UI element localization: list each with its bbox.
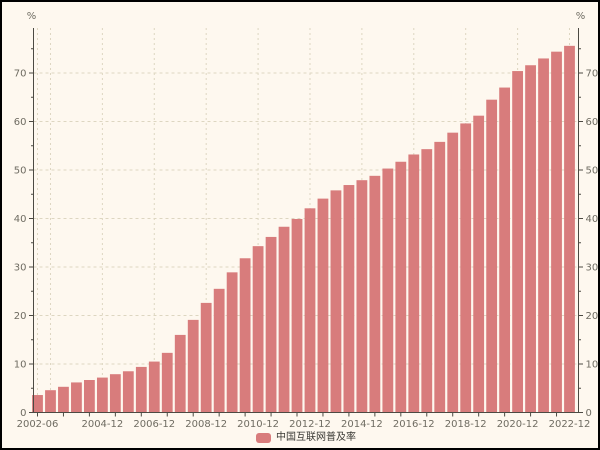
legend-label: 中国互联网普及率 <box>276 432 356 443</box>
bar-2016-12[interactable] <box>408 154 420 413</box>
y-axis-label-left: 20 <box>14 311 27 322</box>
y-axis-unit-right: % <box>576 11 586 22</box>
y-axis-label-left: 10 <box>14 360 27 371</box>
bar-2017-12[interactable] <box>434 141 446 413</box>
y-axis-label-right: 10 <box>586 360 599 371</box>
x-axis-label: 2016-12 <box>393 419 435 430</box>
bar-2021-12[interactable] <box>538 58 549 413</box>
x-axis-label: 2014-12 <box>341 419 383 430</box>
bar-2016-06[interactable] <box>395 161 407 413</box>
bar-2002-06[interactable] <box>32 395 43 413</box>
bar-2011-06[interactable] <box>265 236 277 413</box>
bar-2004-12[interactable] <box>96 377 108 413</box>
y-axis-label-right: 70 <box>586 69 599 80</box>
bar-2003-06[interactable] <box>58 386 69 413</box>
bar-2008-12[interactable] <box>200 302 212 413</box>
bar-2012-12[interactable] <box>304 208 316 413</box>
bar-2013-12[interactable] <box>330 190 342 413</box>
x-axis-label: 2008-12 <box>185 419 227 430</box>
bar-2017-06[interactable] <box>421 149 433 413</box>
bar-2007-06[interactable] <box>161 352 173 413</box>
y-axis-label-left: 70 <box>14 69 27 80</box>
bar-2021-06[interactable] <box>525 65 536 413</box>
bar-2018-12[interactable] <box>460 123 472 413</box>
x-axis-label: 2004-12 <box>81 419 123 430</box>
bar-2014-06[interactable] <box>343 185 355 413</box>
y-axis-label-left: 40 <box>14 214 27 225</box>
bar-2014-12[interactable] <box>356 180 368 413</box>
legend-item[interactable]: 中国互联网普及率 <box>256 432 356 444</box>
bar-2020-12[interactable] <box>512 71 523 413</box>
x-axis-label: 2022-12 <box>549 419 591 430</box>
bar-2005-06[interactable] <box>109 374 121 413</box>
bar-2022-12[interactable] <box>564 45 575 413</box>
x-axis-label: 2006-12 <box>133 419 175 430</box>
bar-2015-12[interactable] <box>382 168 394 413</box>
y-axis-label-right: 0 <box>586 408 592 419</box>
x-axis-label: 2012-12 <box>289 419 331 430</box>
bar-2007-12[interactable] <box>174 334 186 413</box>
y-axis-unit-left: % <box>27 11 37 22</box>
bar-2010-12[interactable] <box>252 246 264 413</box>
bar-2009-12[interactable] <box>226 272 238 413</box>
bar-2011-12[interactable] <box>278 226 290 413</box>
y-axis-label-right: 30 <box>586 263 599 274</box>
bar-2018-06[interactable] <box>447 132 459 413</box>
bar-2005-12[interactable] <box>122 371 134 413</box>
y-axis-label-right: 60 <box>586 117 599 128</box>
bar-2009-06[interactable] <box>213 288 225 413</box>
bar-2004-06[interactable] <box>84 380 95 413</box>
bar-2013-06[interactable] <box>317 198 329 413</box>
y-axis-label-left: 60 <box>14 117 27 128</box>
y-axis-label-left: 30 <box>14 263 27 274</box>
bar-2019-06[interactable] <box>473 115 485 413</box>
legend-swatch-icon <box>256 433 271 443</box>
x-axis-label: 2020-12 <box>497 419 539 430</box>
bar-2020-06[interactable] <box>499 87 511 413</box>
y-axis-label-right: 50 <box>586 166 599 177</box>
y-axis-label-left: 0 <box>20 408 26 419</box>
bar-2008-06[interactable] <box>187 319 199 413</box>
bar-2019-12[interactable] <box>486 99 498 413</box>
x-axis-label: 2018-12 <box>445 419 487 430</box>
x-axis-label: 2010-12 <box>237 419 279 430</box>
bar-2015-06[interactable] <box>369 175 381 413</box>
bar-2006-12[interactable] <box>148 361 160 413</box>
bar-2003-12[interactable] <box>71 382 82 413</box>
bar-2010-06[interactable] <box>239 258 251 413</box>
bar-2012-06[interactable] <box>291 218 303 413</box>
bar-2006-06[interactable] <box>135 366 147 413</box>
bar-2002-12[interactable] <box>45 390 56 413</box>
y-axis-label-left: 50 <box>14 166 27 177</box>
y-axis-label-right: 40 <box>586 214 599 225</box>
y-axis-label-right: 20 <box>586 311 599 322</box>
x-axis-label: 2002-06 <box>17 419 59 430</box>
bar-2022-06[interactable] <box>551 51 562 413</box>
